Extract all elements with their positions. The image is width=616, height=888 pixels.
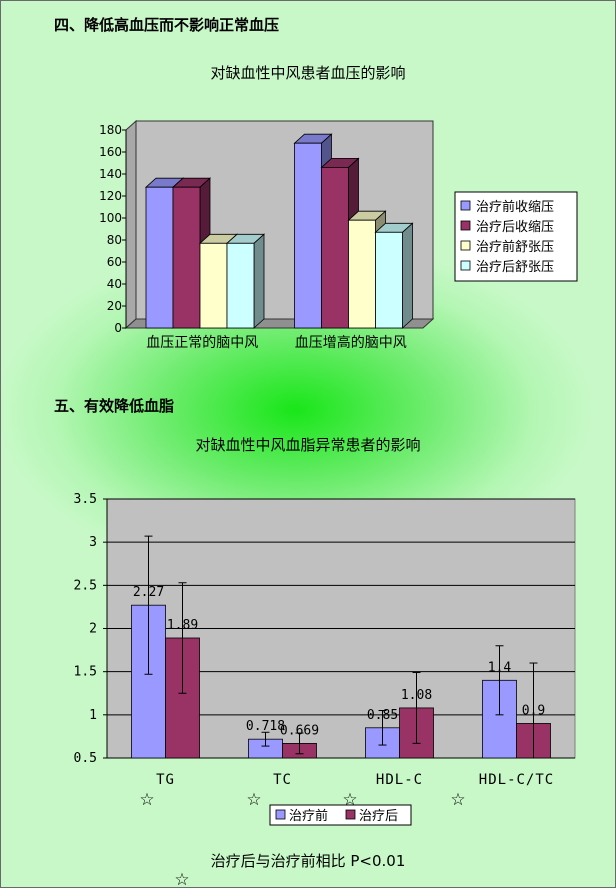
bar [172,186,201,329]
legend-swatch [345,809,356,820]
data-label: 0.669 [280,723,319,738]
significance-star: ☆ [246,790,261,810]
legend-label: 治疗前舒张压 [476,239,554,255]
data-label: 1.08 [401,688,432,703]
y-tick-label: 180 [99,123,122,137]
y-tick-label: 20 [107,299,122,313]
footnote-star: ☆ [174,870,189,888]
y-tick-label: 60 [107,255,122,269]
legend-label: 治疗前 [289,808,328,824]
y-tick-label: 3 [89,535,97,550]
legend-label: 治疗前收缩压 [476,199,554,215]
section-heading-blood-pressure: 四、降低高血压而不影响正常血压 [54,16,280,34]
legend-label: 治疗后 [359,809,398,824]
y-tick-label: 3.5 [74,492,97,507]
y-tick-label: 160 [99,145,122,159]
legend-swatch [460,240,471,251]
x-category-label: TC [273,772,292,788]
significance-star: ☆ [139,790,154,810]
legend-swatch [460,260,471,271]
bar [199,242,228,329]
legend-box [454,191,578,282]
y-tick-label: 1.5 [74,665,97,680]
y-tick-label: 2.5 [74,578,97,593]
data-label: 2.27 [133,585,164,600]
bar [226,242,255,329]
y-tick-label: 40 [107,277,122,291]
chart-title-blood-pressure: 对缺血性中风患者血压的影响 [210,64,406,82]
data-label: 1.89 [167,618,198,633]
y-tick-label: 140 [99,167,122,181]
legend-swatch [460,220,471,231]
section-heading-lipid: 五、有效降低血脂 [54,397,175,415]
y-tick-label: 2 [89,622,97,637]
y-tick-label: 120 [99,189,122,203]
data-label: 0.718 [246,719,285,734]
y-tick-label: 100 [99,211,122,225]
chart-title-lipid: 对缺血性中风血脂异常患者的影响 [195,436,421,454]
data-label: 0.9 [522,703,545,718]
bar [131,604,166,759]
y-tick-label: 80 [107,233,122,247]
x-category-label: 血压正常的脑中风 [146,335,258,351]
data-label: 1.4 [488,660,512,675]
significance-star: ☆ [450,790,465,810]
legend-box [269,804,412,826]
data-label: 0.85 [367,708,398,723]
x-category-label: HDL-C/TC [479,772,554,788]
legend-label: 治疗后收缩压 [476,219,554,235]
x-category-label: TG [156,772,175,788]
legend-swatch [460,200,471,211]
bar [294,142,322,329]
x-category-label: 血压增高的脑中风 [295,334,407,351]
bar [321,166,349,329]
y-tick-label: 0.5 [74,751,97,766]
bar [145,186,174,329]
y-tick-label: 0 [114,321,122,335]
x-category-label: HDL-C [376,772,423,788]
y-tick-label: 1 [89,708,97,723]
legend-label: 治疗后舒张压 [476,260,554,275]
bar [375,231,403,329]
legend-swatch [275,809,286,820]
significance-footnote: 治疗后与治疗前相比 P<0.01 [210,852,406,870]
